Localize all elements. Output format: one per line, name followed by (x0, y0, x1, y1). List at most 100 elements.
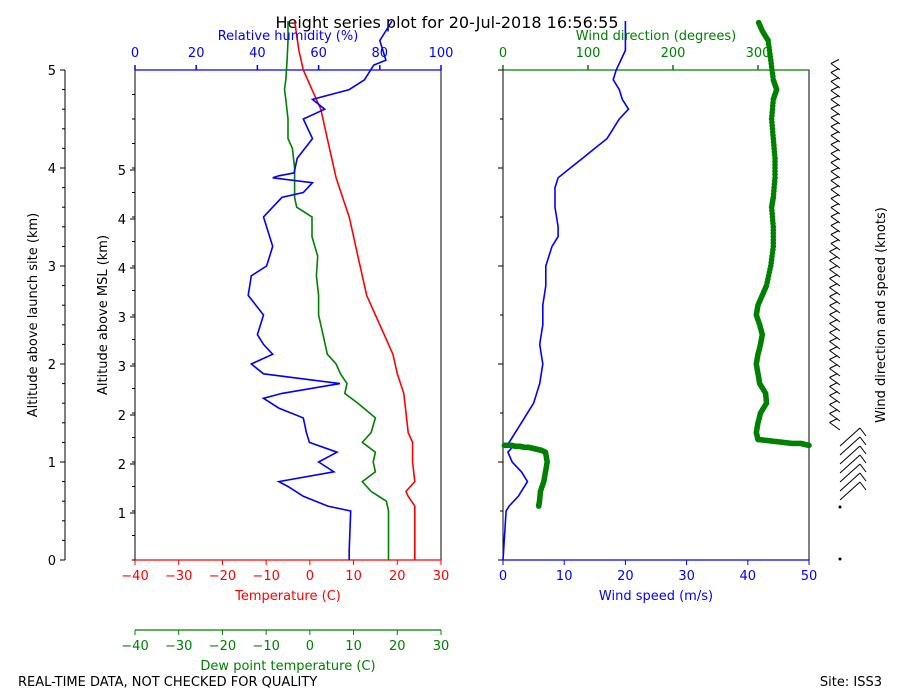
wind-speed-tick-label-0: 0 (499, 569, 507, 584)
wind-barb (829, 287, 841, 296)
temperature-tick-label-4: 0 (306, 569, 314, 584)
msl-altitude-tick-label-6: 4 (118, 213, 126, 228)
wind-speed-tick-label-2: 20 (617, 569, 634, 584)
wind-barb (829, 265, 838, 270)
wind-barb (859, 472, 867, 482)
wind-barb (829, 296, 841, 305)
temperature-tick-label-5: 10 (345, 569, 362, 584)
launch-altitude-tick-label-5: 5 (48, 64, 56, 79)
wind-barb (830, 176, 840, 181)
wind-barb (829, 247, 838, 252)
wind-barb (839, 481, 861, 501)
wind-barb (830, 234, 841, 242)
wind-speed-axis-label: Wind speed (m/s) (599, 589, 713, 604)
wind-barb (829, 323, 841, 332)
wind-barb (829, 350, 841, 359)
wind-tick-group: 0 10 20 30 40 50 0 100 200 300 (498, 46, 817, 584)
wind-barb (829, 355, 838, 360)
launch-altitude-label: Altitude above launch site (km) (26, 213, 41, 417)
dewpoint-tick-label-2: −20 (209, 639, 236, 654)
wind-barb (830, 171, 841, 179)
msl-altitude-tick-label-1: 2 (118, 458, 126, 473)
wind-barb (830, 149, 840, 154)
wind-barb (830, 81, 841, 89)
wind-barb (830, 221, 840, 226)
wind-barb (839, 472, 861, 492)
wind-direction-tick-label-3: 300 (746, 46, 771, 61)
wind-barb (830, 167, 840, 172)
launch-altitude-tick-label-0: 0 (48, 554, 56, 569)
wind-barb-calm (838, 557, 842, 561)
msl-altitude-tick-label-0: 1 (118, 507, 126, 522)
dewpoint-tick-label-7: 30 (433, 639, 450, 654)
wind-barb (830, 135, 841, 143)
wind-barb (830, 90, 841, 98)
humidity-tick-label-5: 100 (429, 46, 454, 61)
launch-altitude-tick-label-4: 4 (48, 162, 56, 177)
temperature-tick-label-7: 30 (433, 569, 450, 584)
dewpoint-axis-label: Dew point temperature (C) (200, 659, 375, 674)
launch-altitude-tick-label-3: 3 (48, 260, 56, 275)
humidity-axis-label: Relative humidity (%) (218, 29, 359, 44)
dewpoint-line (283, 21, 390, 560)
wind-barb (830, 72, 841, 80)
wind-barb (830, 104, 840, 109)
wind-barb (830, 198, 841, 206)
quality-disclaimer: REAL-TIME DATA, NOT CHECKED FOR QUALITY (18, 675, 317, 690)
wind-barb (830, 180, 841, 188)
humidity-tick-label-1: 20 (188, 46, 205, 61)
wind-barb (829, 328, 838, 333)
wind-barb (829, 278, 841, 287)
wind-barb (830, 108, 841, 116)
figure-title: Height series plot for 20-Jul-2018 16:56… (275, 13, 618, 32)
thermo-series-group (247, 20, 416, 560)
wind-barb (830, 126, 841, 134)
temperature-tick-label-0: −40 (121, 569, 148, 584)
temperature-line (293, 20, 416, 560)
wind-barb (829, 341, 841, 350)
msl-altitude-tick-label-5: 4 (118, 262, 126, 277)
wind-barb (829, 346, 838, 351)
wind-barb (829, 404, 841, 413)
wind-barb (859, 427, 867, 437)
msl-altitude-tick-label-3: 3 (118, 360, 126, 375)
wind-barb (830, 203, 840, 208)
wind-barb (829, 269, 841, 278)
msl-altitude-tick-label-4: 3 (118, 311, 126, 326)
wind-barb (839, 427, 861, 447)
dewpoint-tick-label-3: −10 (252, 639, 279, 654)
humidity-tick-label-3: 60 (310, 46, 327, 61)
wind-barb (829, 391, 838, 396)
msl-altitude-tick-label-2: 2 (118, 409, 126, 424)
wind-barb (830, 194, 840, 199)
wind-barb (859, 481, 867, 491)
wind-barb (830, 144, 841, 152)
humidity-tick-label-2: 40 (249, 46, 266, 61)
wind-barb (830, 86, 840, 91)
wind-speed-tick-label-1: 10 (556, 569, 573, 584)
wind-direction-tick-label-0: 0 (499, 46, 507, 61)
dewpoint-tick-label-6: 20 (389, 639, 406, 654)
wind-barb (830, 207, 841, 215)
temperature-tick-label-3: −10 (252, 569, 279, 584)
wind-barb (829, 332, 841, 341)
temperature-tick-label-2: −20 (209, 569, 236, 584)
wind-barb (829, 337, 838, 342)
wind-barb (830, 216, 841, 224)
wind-barb (830, 122, 840, 127)
wind-series-group (501, 19, 812, 561)
wind-speed-tick-label-5: 50 (801, 569, 818, 584)
wind-barb-calm (838, 505, 842, 509)
wind-barb (830, 77, 840, 82)
wind-barb (830, 59, 840, 64)
wind-barb (829, 386, 841, 395)
wind-barb (829, 260, 841, 269)
wind-barb (830, 117, 841, 125)
wind-barb (829, 256, 838, 261)
site-label: Site: ISS3 (820, 675, 882, 690)
wind-barb (830, 99, 841, 107)
temperature-axis-label: Temperature (C) (234, 589, 341, 604)
humidity-line (247, 20, 393, 560)
